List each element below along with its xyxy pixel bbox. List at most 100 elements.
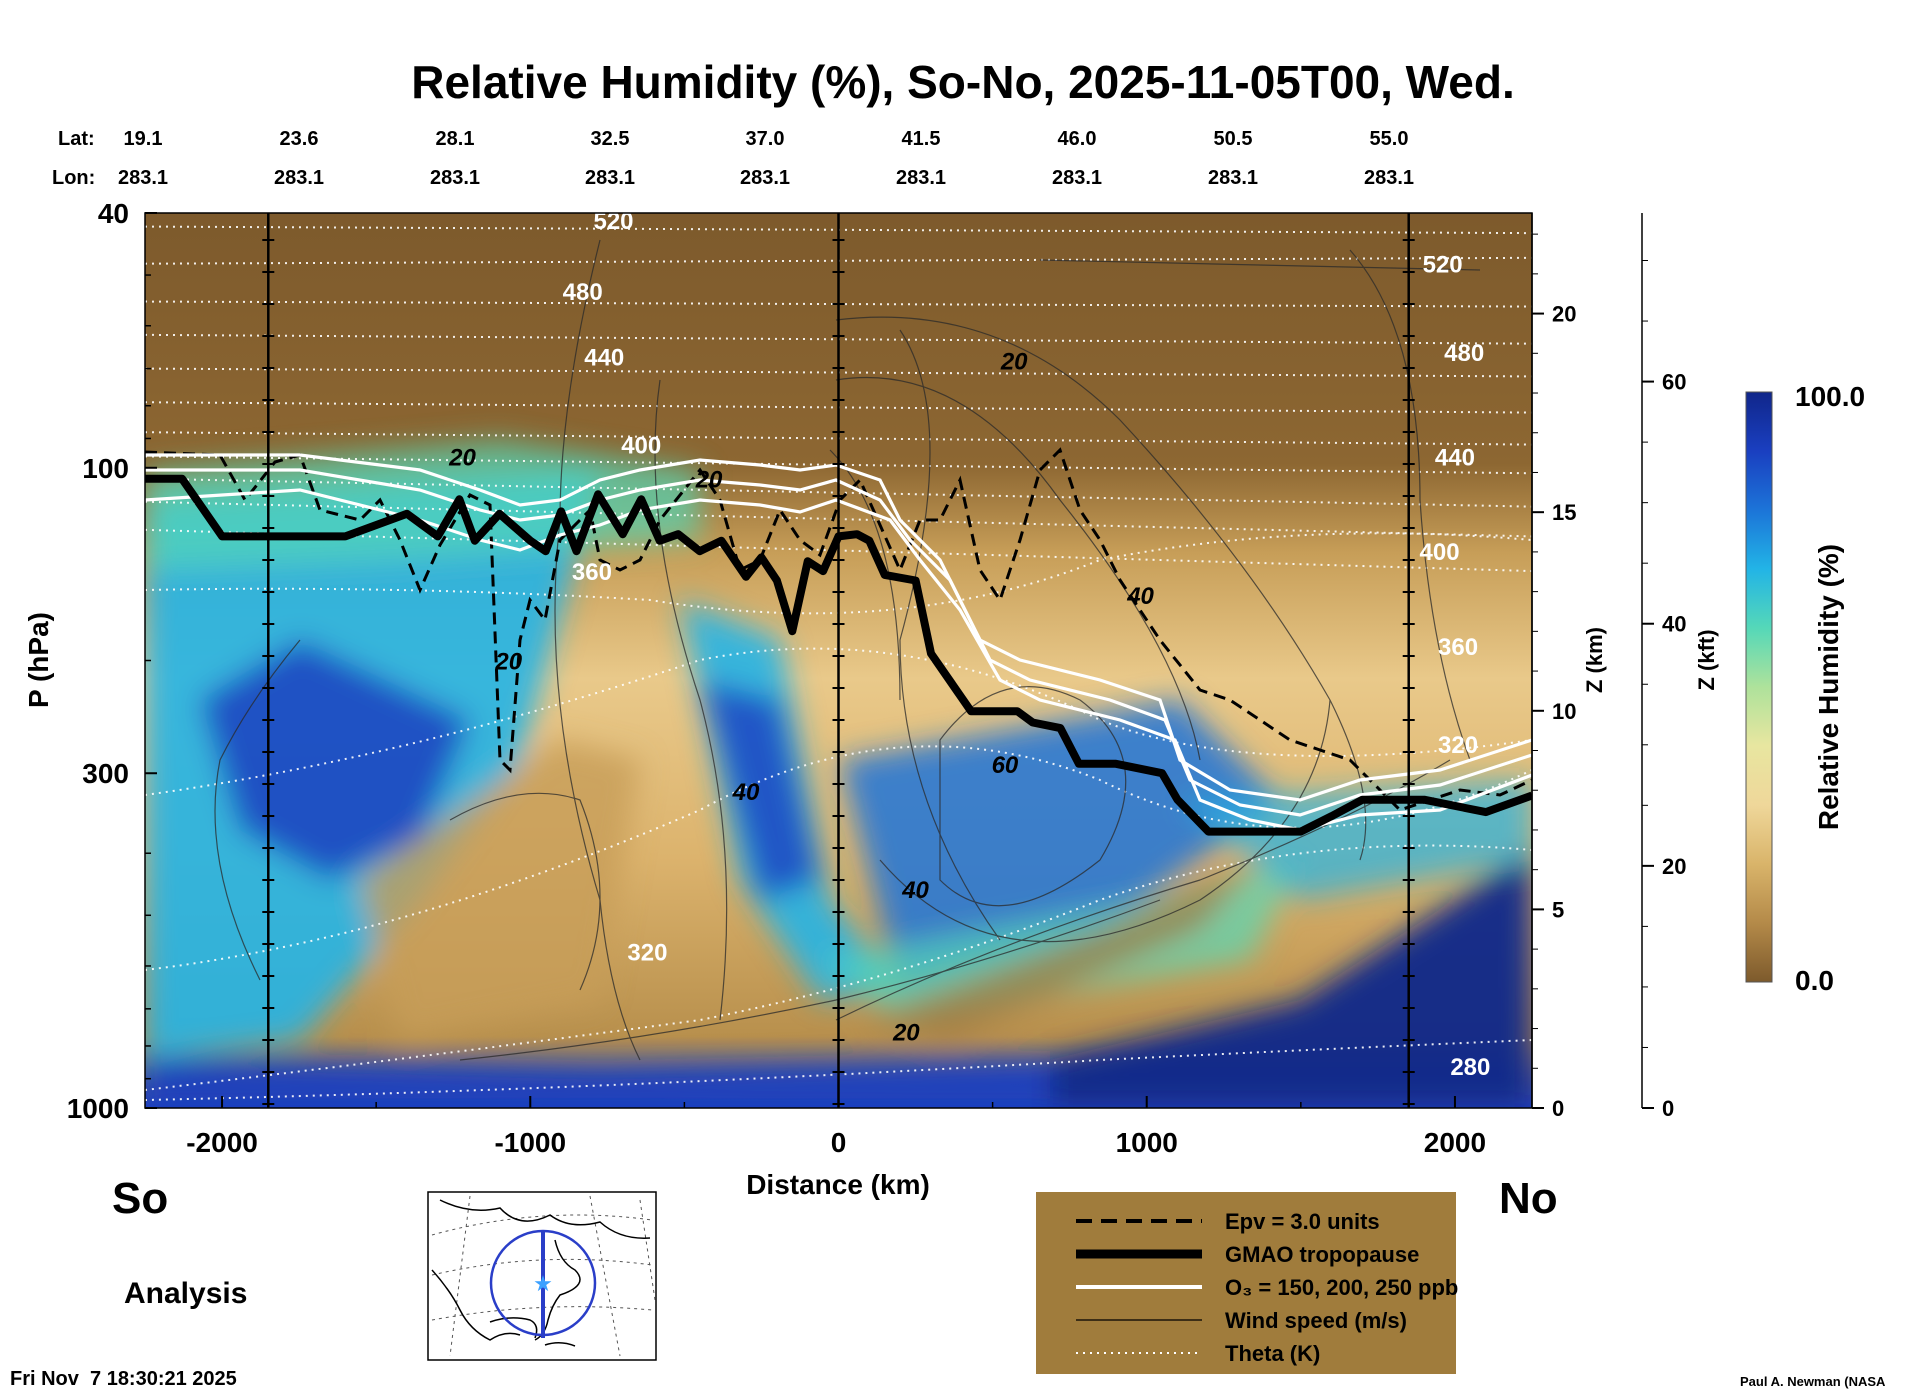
- lat-value: 19.1: [124, 128, 163, 150]
- wind-contour-m: [1039, 259, 1481, 271]
- dry-region-lower: [360, 740, 640, 1040]
- theta-label: 400: [621, 433, 661, 460]
- legend-label: Wind speed (m/s): [1225, 1308, 1407, 1333]
- theta-label: 360: [1438, 634, 1478, 661]
- lon-value: 283.1: [585, 167, 635, 189]
- wind-contour-g: [939, 686, 1127, 907]
- lat-value: 46.0: [1058, 128, 1097, 150]
- x-tick-label: 1000: [1116, 1127, 1178, 1158]
- legend: Epv = 3.0 units GMAO tropopause O₃ = 150, …: [1036, 1192, 1458, 1374]
- z-kft-tick-label: 20: [1662, 854, 1686, 879]
- z-km-tick-label: 15: [1552, 500, 1576, 525]
- lon-value: 283.1: [896, 167, 946, 189]
- y-tick-label: 300: [82, 758, 129, 789]
- lat-value: 55.0: [1370, 128, 1409, 150]
- lat-value: 32.5: [591, 128, 630, 150]
- theta-contour: [145, 1039, 1532, 1101]
- wind-contour-c: [899, 329, 1001, 941]
- x-tick-label: 0: [831, 1127, 847, 1158]
- plot-area: 520480440400360320520480440400360320280 …: [145, 208, 1532, 1108]
- colorbar: 100.0 0.0 Relative Humidity (%): [1745, 381, 1865, 996]
- y-tick-label: 40: [98, 198, 129, 229]
- z-kft-axis-label: Z (kft): [1694, 629, 1719, 690]
- inset-coast-west: [431, 1269, 521, 1341]
- lon-value: 283.1: [740, 167, 790, 189]
- lon-label: Lon:: [52, 167, 95, 189]
- colorbar-gradient: [1745, 391, 1773, 983]
- z-kft-tick-label: 40: [1662, 612, 1686, 637]
- lat-label: Lat:: [58, 128, 95, 150]
- z-km-axis: 0 5 10 15 20: [1531, 213, 1576, 1121]
- y-axis-label: P (hPa): [23, 612, 54, 708]
- moist-region-central-core: [700, 680, 820, 900]
- lon-value: 283.1: [1208, 167, 1258, 189]
- inset-lon-line-3: [639, 1199, 656, 1301]
- lat-value: 37.0: [746, 128, 785, 150]
- wind-speed-label: 40: [1126, 583, 1154, 610]
- theta-label: 400: [1420, 539, 1460, 566]
- wind-speed-label: 20: [494, 649, 522, 676]
- z-km-tick-label: 5: [1552, 897, 1564, 922]
- x-axis-label: Distance (km): [746, 1169, 930, 1200]
- ozone-contours: [145, 453, 1532, 832]
- x-tick-label: -2000: [186, 1127, 258, 1158]
- lon-value: 283.1: [1052, 167, 1102, 189]
- lat-value: 28.1: [436, 128, 475, 150]
- z-km-tick-label: 20: [1552, 302, 1576, 327]
- gmao-tropopause-line: [145, 474, 1532, 836]
- dry-region-sloping: [860, 860, 1260, 1040]
- z-kft-axis: 0 20 40 60: [1641, 213, 1686, 1121]
- z-kft-tick-label: 60: [1662, 370, 1686, 395]
- lon-value: 283.1: [274, 167, 324, 189]
- theta-label: 440: [584, 344, 624, 371]
- wind-speed-label: 60: [992, 752, 1019, 779]
- wind-speed-label: 20: [892, 1020, 920, 1047]
- inset-coast-gulf: [489, 1317, 538, 1339]
- vertical-marker-lines: [262, 213, 1415, 1108]
- lat-value: 41.5: [902, 128, 941, 150]
- ozone-contour-250: [145, 488, 1532, 832]
- wind-contour-h: [879, 699, 1331, 943]
- credit: Paul A. Newman (NASA: [1740, 1374, 1886, 1389]
- z-km-tick-label: 10: [1552, 699, 1576, 724]
- inset-coast-east: [534, 1239, 581, 1341]
- lat-value: 23.6: [280, 128, 319, 150]
- wind-speed-label: 20: [695, 467, 723, 494]
- y-tick-label: 1000: [67, 1093, 129, 1124]
- wind-labels: 20 20 20 20 40 60 40 40 20: [448, 349, 1154, 1047]
- south-label: So: [112, 1174, 168, 1223]
- inset-lon-line-2: [589, 1195, 621, 1357]
- colorbar-title: Relative Humidity (%): [1813, 544, 1844, 830]
- x-tick-label: -1000: [494, 1127, 566, 1158]
- z-km-axis-label: Z (km): [1582, 627, 1607, 693]
- lat-lon-header: Lat: Lon: 19.1 23.6 28.1 32.5 37.0 41.5 46.0 50…: [52, 128, 1414, 189]
- inset-center-star-icon: ★: [533, 1271, 553, 1296]
- wind-speed-contours: [214, 239, 1481, 1061]
- analysis-label: Analysis: [124, 1277, 247, 1310]
- legend-label: Theta (K): [1225, 1341, 1320, 1366]
- legend-label: GMAO tropopause: [1225, 1242, 1419, 1267]
- y-axis: 40 100 300 1000: [67, 198, 157, 1124]
- theta-label: 520: [593, 208, 633, 235]
- moist-region-north-surface: [1050, 850, 1532, 1108]
- chart-title: Relative Humidity (%), So-No, 2025-11-05…: [411, 56, 1514, 108]
- ozone-contour-150: [145, 453, 1532, 802]
- wind-speed-label: 20: [448, 444, 476, 471]
- theta-label: 280: [1450, 1054, 1490, 1081]
- theta-label: 360: [572, 559, 612, 586]
- lon-value: 283.1: [118, 167, 168, 189]
- wind-contour-b: [654, 379, 728, 1021]
- theta-label: 320: [1438, 732, 1478, 759]
- wind-contour-j: [459, 899, 1161, 1061]
- theta-label: 440: [1435, 444, 1475, 471]
- wind-contour-k: [1349, 249, 1471, 761]
- epv-contour: [145, 447, 1532, 812]
- wind-speed-label: 40: [732, 779, 760, 806]
- z-kft-tick-label: 0: [1662, 1096, 1674, 1121]
- ozone-contour-200: [145, 468, 1532, 817]
- north-label: No: [1499, 1174, 1558, 1223]
- wind-contour-n: [449, 792, 601, 991]
- wind-contour-f: [835, 376, 1201, 761]
